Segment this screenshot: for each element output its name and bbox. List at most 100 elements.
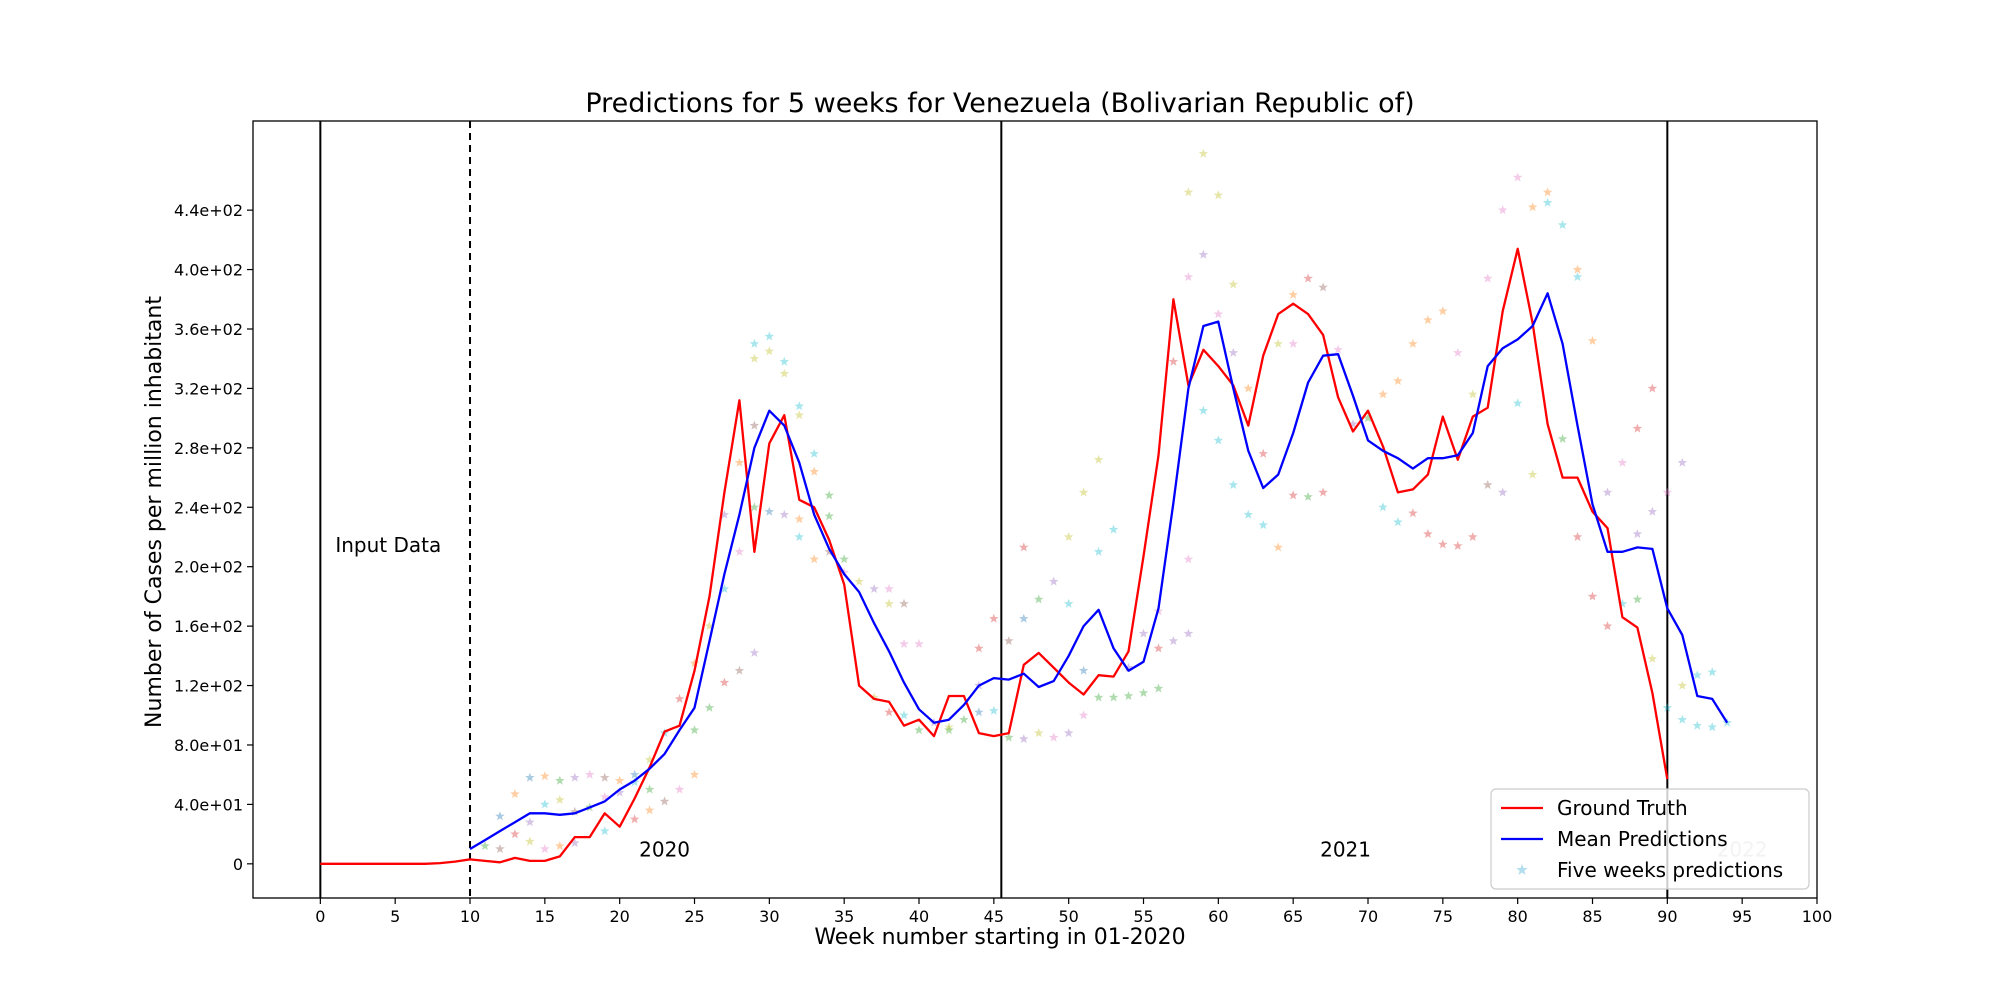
prediction-star-point bbox=[869, 584, 879, 593]
prediction-star-point bbox=[555, 794, 565, 804]
prediction-star-point bbox=[809, 554, 819, 564]
prediction-star-point bbox=[884, 598, 894, 608]
prediction-star-point bbox=[1183, 628, 1194, 638]
prediction-star-point bbox=[839, 554, 849, 564]
prediction-star-point bbox=[1288, 490, 1298, 500]
y-tick-label: 4.0e+01 bbox=[174, 795, 243, 814]
prediction-star-point bbox=[1572, 264, 1583, 274]
prediction-star-point bbox=[570, 838, 580, 848]
prediction-star-point bbox=[1093, 692, 1104, 702]
prediction-star-point bbox=[1303, 273, 1313, 283]
x-tick-label: 10 bbox=[460, 907, 480, 926]
mean-predictions-line bbox=[469, 292, 1729, 850]
prediction-star-point bbox=[1572, 272, 1583, 281]
prediction-star-point bbox=[734, 546, 745, 556]
prediction-star-point bbox=[1707, 667, 1717, 677]
prediction-star-point bbox=[674, 784, 685, 794]
y-tick-label: 1.2e+02 bbox=[174, 677, 243, 696]
y-tick-label: 2.4e+02 bbox=[174, 498, 243, 517]
prediction-star-point bbox=[1093, 454, 1104, 464]
prediction-star-point bbox=[585, 769, 595, 779]
prediction-star-point bbox=[495, 844, 505, 853]
prediction-star-point bbox=[1049, 576, 1059, 586]
legend-mean-predictions-label: Mean Predictions bbox=[1557, 827, 1728, 851]
y-tick-label: 4.0e+02 bbox=[174, 261, 243, 280]
prediction-star-point bbox=[1303, 491, 1313, 501]
prediction-star-point bbox=[1108, 524, 1119, 534]
x-tick-label: 20 bbox=[609, 907, 629, 926]
prediction-star-point bbox=[1123, 662, 1134, 672]
prediction-star-point bbox=[1243, 509, 1253, 519]
prediction-star-point bbox=[824, 490, 834, 500]
prediction-star-point bbox=[1019, 542, 1029, 552]
prediction-star-point bbox=[1228, 347, 1239, 357]
prediction-star-point bbox=[1198, 405, 1209, 415]
prediction-star-point bbox=[1078, 487, 1089, 497]
prediction-star-point bbox=[899, 710, 909, 720]
prediction-star-point bbox=[719, 677, 730, 687]
prediction-star-point bbox=[1273, 338, 1283, 348]
prediction-star-point bbox=[824, 546, 834, 556]
prediction-star-point bbox=[1288, 289, 1298, 299]
prediction-star-point bbox=[1393, 517, 1403, 527]
legend-star-swatch bbox=[1516, 864, 1528, 875]
prediction-star-point bbox=[1423, 529, 1433, 539]
prediction-star-point bbox=[1677, 714, 1688, 724]
prediction-star-point bbox=[764, 506, 775, 516]
prediction-star-point bbox=[1557, 220, 1568, 229]
prediction-star-point bbox=[525, 817, 535, 827]
y-tick-label: 4.4e+02 bbox=[174, 201, 243, 220]
prediction-star-point bbox=[794, 532, 804, 541]
x-tick-label: 40 bbox=[909, 907, 929, 926]
prediction-star-point bbox=[899, 598, 909, 608]
prediction-star-point bbox=[884, 707, 894, 717]
prediction-star-point bbox=[1318, 487, 1328, 497]
prediction-star-point bbox=[1198, 148, 1209, 158]
prediction-star-point bbox=[1333, 344, 1343, 354]
prediction-star-point bbox=[809, 448, 819, 458]
prediction-star-point bbox=[1378, 502, 1388, 512]
legend-ground-truth-label: Ground Truth bbox=[1557, 796, 1688, 820]
prediction-star-point bbox=[809, 466, 819, 476]
prediction-star-point bbox=[779, 368, 790, 378]
prediction-star-point bbox=[824, 511, 834, 521]
prediction-star-point bbox=[719, 584, 730, 593]
prediction-star-point bbox=[1408, 338, 1418, 348]
prediction-star-point bbox=[659, 796, 670, 806]
prediction-star-point bbox=[555, 775, 565, 785]
y-tick-label: 2.0e+02 bbox=[174, 558, 243, 577]
legend: Ground Truth Mean Predictions Five weeks p… bbox=[1490, 788, 1810, 890]
prediction-star-point bbox=[600, 772, 610, 782]
year-2020-annotation: 2020 bbox=[639, 837, 690, 861]
prediction-star-point bbox=[1468, 532, 1478, 541]
prediction-star-point bbox=[1168, 356, 1179, 366]
x-tick-label: 35 bbox=[834, 907, 854, 926]
prediction-star-point bbox=[600, 826, 610, 836]
x-tick-label: 70 bbox=[1358, 907, 1378, 926]
prediction-star-point bbox=[614, 775, 625, 785]
x-tick-label: 60 bbox=[1208, 907, 1228, 926]
prediction-star-point bbox=[674, 693, 685, 703]
prediction-star-point bbox=[480, 841, 490, 850]
prediction-star-point bbox=[510, 829, 520, 839]
y-axis-label: Number of Cases per million inhabitant bbox=[142, 296, 167, 728]
prediction-star-point bbox=[1587, 335, 1598, 345]
y-tick-label: 0 bbox=[233, 855, 243, 874]
prediction-star-point bbox=[1677, 680, 1688, 690]
x-tick-label: 15 bbox=[535, 907, 555, 926]
prediction-star-point bbox=[914, 725, 924, 735]
x-tick-label: 85 bbox=[1582, 907, 1602, 926]
prediction-star-point bbox=[1512, 398, 1523, 408]
prediction-star-point bbox=[944, 725, 954, 735]
prediction-star-point bbox=[1662, 702, 1673, 712]
prediction-star-point bbox=[1198, 249, 1209, 259]
prediction-star-point bbox=[779, 356, 790, 366]
x-tick-label: 55 bbox=[1133, 907, 1153, 926]
prediction-star-point bbox=[1453, 347, 1463, 357]
prediction-star-point bbox=[959, 714, 969, 724]
prediction-star-point bbox=[1632, 529, 1643, 539]
prediction-star-point bbox=[989, 705, 999, 715]
prediction-star-point bbox=[1049, 732, 1059, 742]
prediction-star-point bbox=[1183, 187, 1194, 197]
prediction-star-point bbox=[1228, 279, 1239, 289]
